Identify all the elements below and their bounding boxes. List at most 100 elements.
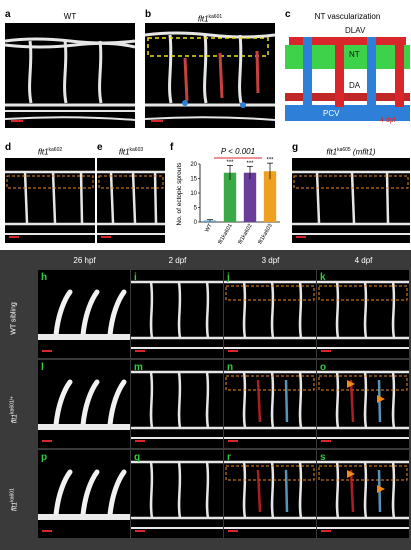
panel-letter: h: [41, 272, 48, 283]
panel-b-letter: b: [145, 9, 152, 20]
scale-bar: [135, 530, 145, 532]
scale-bar: [321, 350, 331, 352]
allele: ka601: [9, 488, 16, 502]
panel-b-title: flt1ka601: [145, 12, 275, 25]
y-tick-label: 0: [194, 220, 198, 226]
pcv-label: PCV: [323, 109, 340, 118]
panel-letter: l: [41, 362, 44, 373]
bar: [223, 172, 237, 222]
time-course-panel: j: [224, 270, 316, 358]
x-tick-label: flt1ka601: [217, 223, 233, 245]
scale-bar: [296, 236, 306, 238]
bar: [243, 172, 257, 222]
scale-bar: [321, 530, 331, 532]
panel-g-image: [292, 158, 410, 243]
col-header-3: 3 dpf: [261, 256, 280, 265]
y-tick-label: 10: [190, 191, 197, 197]
allele: ka603: [129, 147, 144, 153]
panel-c-title: NT vascularization: [314, 12, 381, 21]
scale-bar: [42, 350, 52, 352]
row-header-1: WT sibling: [10, 302, 18, 335]
panel-letter: n: [227, 362, 234, 373]
y-tick-label: 15: [190, 177, 197, 183]
gene-name: flt1: [326, 147, 338, 157]
panel-e-title: flt1ka603: [97, 145, 165, 158]
allele: ka605: [337, 147, 351, 153]
nt-label: NT: [349, 50, 360, 59]
allele: ka601: [208, 14, 223, 20]
scale-bar: [228, 350, 238, 352]
scale-bar: [228, 440, 238, 442]
panel-letter: s: [320, 452, 326, 463]
significance-stars: ***: [266, 158, 274, 164]
panel-d-title: flt1ka602: [5, 145, 95, 158]
scale-bar: [135, 350, 145, 352]
col-header-4: 4 dpf: [354, 256, 373, 265]
col-header-1: 26 hpf: [73, 256, 96, 265]
panel-letter: i: [134, 272, 137, 283]
scale-bar: [11, 120, 23, 122]
time-course-panel: m: [131, 360, 223, 448]
panel-letter: r: [227, 452, 231, 463]
scale-bar: [9, 236, 19, 238]
chart-pvalue: P < 0.001: [221, 147, 255, 156]
time-course-panel: i: [131, 270, 223, 358]
time-course-panel: h: [38, 270, 130, 358]
panel-c-letter: c: [285, 9, 291, 20]
panel-letter: q: [134, 452, 141, 463]
time-course-panel: k: [317, 270, 409, 358]
row-header-3: flt1ka601: [9, 460, 18, 540]
row-header-2: flt1ka601/+: [9, 370, 18, 450]
time-course-panel: n: [224, 360, 316, 448]
dlav-label: DLAV: [345, 26, 366, 35]
panel-a-title: WT: [63, 12, 77, 21]
time-course-panel: o: [317, 360, 409, 448]
panel-letter: p: [41, 452, 48, 463]
bar: [263, 171, 277, 222]
panel-g-title: flt1ka605 (mflt1): [292, 145, 410, 158]
allele: ka601/+: [9, 396, 16, 414]
gene-name: flt1: [118, 147, 130, 157]
significance-stars: ***: [226, 160, 234, 166]
allele: ka602: [48, 147, 63, 153]
time-course-panel: p: [38, 450, 130, 538]
scale-bar: [135, 440, 145, 442]
panel-a-letter: a: [5, 9, 11, 20]
gene-name: flt1: [11, 413, 19, 424]
panel-d-image: [5, 158, 95, 243]
panel-letter: j: [227, 272, 230, 283]
vessel-image-a: [5, 37, 135, 121]
scale-bar: [228, 530, 238, 532]
panel-d-letter: d: [5, 142, 12, 153]
chart-ylabel: No. of ectopic sprouts: [176, 162, 183, 226]
panel-letter: m: [134, 362, 143, 373]
panel-letter: k: [320, 272, 326, 283]
time-course-panel: s: [317, 450, 409, 538]
time-course-panel: l: [38, 360, 130, 448]
y-tick-label: 5: [194, 206, 198, 212]
gene-name: flt1: [197, 14, 209, 24]
scale-bar: [101, 236, 111, 238]
panel-b-image: [145, 23, 275, 128]
panel-a-image: [5, 23, 135, 128]
ectopic-sprouts-chart: P < 0.001 No. of ectopic sprouts 0 5 10 15 2…: [176, 147, 280, 245]
x-tick-label: WT: [204, 222, 214, 233]
panel-e-letter: e: [97, 142, 103, 153]
time-course-panel: r: [224, 450, 316, 538]
scale-bar: [321, 440, 331, 442]
da-label: DA: [349, 81, 361, 90]
scale-bar: [151, 120, 163, 122]
gene-name: flt1: [37, 147, 49, 157]
panel-letter: o: [320, 362, 327, 373]
y-tick-label: 20: [190, 162, 197, 168]
panel-e-image: [97, 158, 165, 243]
x-tick-label: flt1ka603: [257, 223, 273, 245]
time-course-panel: q: [131, 450, 223, 538]
stage-label: 4 dpf: [380, 117, 396, 124]
scale-bar: [42, 440, 52, 442]
gene-name: flt1: [11, 501, 19, 512]
panel-c-diagram: DLAV NT DA PCV 4 dpf: [285, 23, 410, 128]
significance-stars: ***: [246, 161, 254, 167]
title-extra: (mflt1): [352, 147, 376, 157]
col-header-2: 2 dpf: [168, 256, 187, 265]
